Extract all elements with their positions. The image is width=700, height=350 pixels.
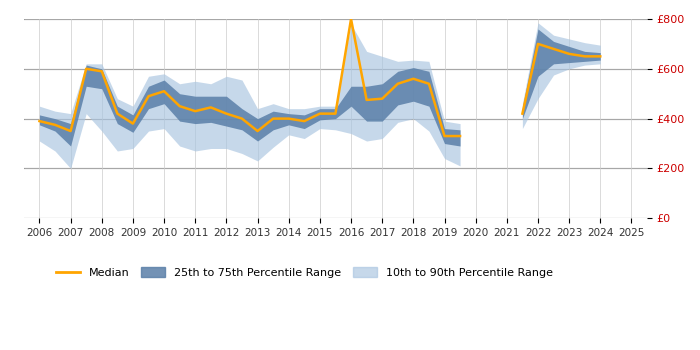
Legend: Median, 25th to 75th Percentile Range, 10th to 90th Percentile Range: Median, 25th to 75th Percentile Range, 1… bbox=[51, 263, 557, 282]
